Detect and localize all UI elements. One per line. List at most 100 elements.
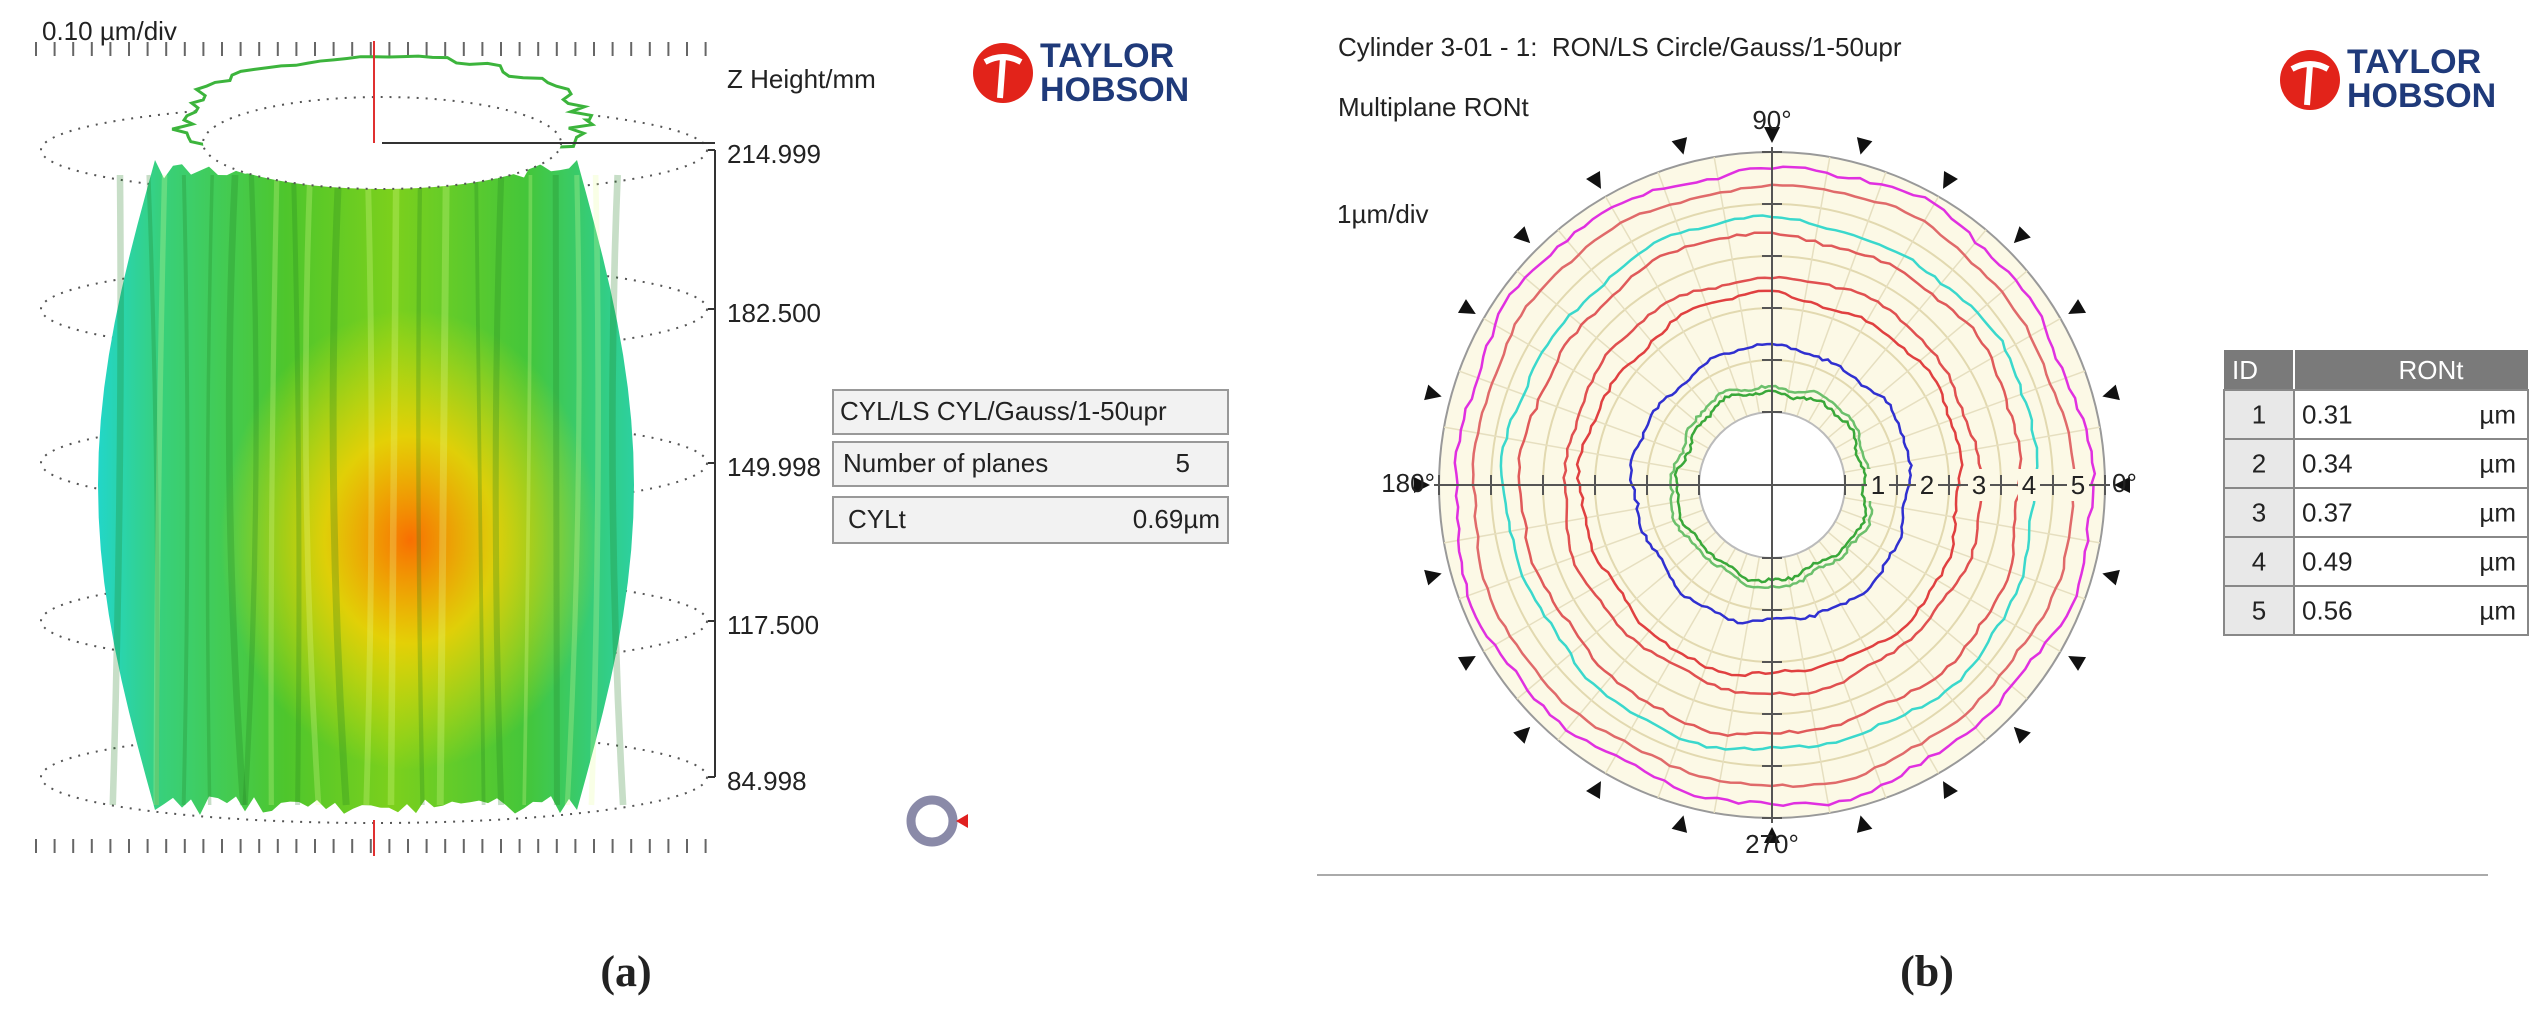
table-unit: µm (2479, 448, 2516, 478)
z-axis-labels: 214.999 182.500 149.998 117.500 84.998 (708, 139, 821, 796)
spoke (1843, 426, 2101, 474)
logo-text: TAYLOR (2347, 43, 2481, 81)
surface-stripe (564, 174, 582, 806)
table-value: 0.34 (2302, 448, 2353, 478)
cylinder-plot (35, 42, 708, 853)
spoke (1458, 370, 1704, 461)
table-id: 4 (2252, 546, 2266, 576)
table-unit: µm (2479, 497, 2516, 527)
angle-marker (2114, 477, 2130, 493)
angle-label: 0° (2112, 468, 2137, 498)
spoke (1783, 556, 1831, 814)
roundness-profile (1471, 183, 2077, 789)
info-cell (832, 496, 1229, 544)
roundness-profile (1575, 289, 1964, 678)
table-header-cell: ID (2232, 355, 2258, 385)
angle-marker (1513, 226, 1531, 244)
angle-marker (1943, 170, 1958, 189)
spoke (1443, 496, 1701, 544)
logo-glyph (983, 54, 1023, 99)
angle-marker (1856, 815, 1873, 833)
logo: TAYLOR HOBSON (2280, 43, 2496, 115)
angle-marker (2068, 656, 2087, 671)
table-id-cell (2223, 585, 2295, 636)
table-unit: µm (2479, 595, 2516, 625)
logo-text: TAYLOR (1040, 37, 1174, 75)
spoke (1657, 171, 1748, 417)
table-header (2224, 350, 2528, 390)
table-id: 5 (2252, 595, 2266, 625)
spoke (1657, 553, 1748, 799)
surface-stripe (363, 174, 375, 806)
spoke (1818, 540, 1987, 741)
angle-label: 270° (1745, 829, 1799, 859)
roundness-profile (1669, 384, 1874, 590)
angle-marker (1513, 726, 1531, 744)
logo-text: HOBSON (1040, 71, 1189, 109)
panel-title: Cylinder 3-01 - 1: RON/LS Circle/Gauss/1… (1338, 32, 1902, 62)
angle-marker (1671, 815, 1688, 833)
spoke (1483, 520, 1710, 653)
ring-label: 2 (1920, 470, 1934, 500)
angle-marker (1764, 127, 1780, 143)
z-label: 149.998 (727, 452, 821, 482)
left-panel: 0.10 µm/div TAYLOR HOBSON Z Height/mm 21… (35, 16, 1229, 996)
info-label: Number of planes (843, 448, 1048, 478)
ring-label: 4 (2022, 470, 2036, 500)
ring-label: 3 (1972, 470, 1986, 500)
table-value-cell (2293, 438, 2529, 489)
surface-stripe (474, 174, 486, 806)
angle-marker (1424, 384, 1442, 401)
surface-stripe (329, 174, 350, 806)
table-value: 0.49 (2302, 546, 2353, 576)
orientation-icon (906, 795, 968, 847)
surface-stripe (492, 174, 505, 806)
scale-label: 0.10 µm/div (42, 16, 177, 46)
table-value: 0.56 (2302, 595, 2353, 625)
table-value-cell (2293, 487, 2529, 538)
roundness-profile (1453, 165, 2097, 807)
spoke (1796, 171, 1887, 417)
surface-stripe (416, 174, 425, 806)
spoke (1516, 531, 1717, 700)
caption: (a) (600, 947, 651, 996)
table-value-cell (2293, 389, 2529, 440)
ring-label-bg (2018, 469, 2040, 501)
z-label: 117.500 (727, 610, 819, 640)
spoke (1834, 317, 2061, 450)
table-header-cell: RONt (2399, 355, 2465, 385)
spoke (1713, 556, 1761, 814)
ring-label: 1 (1871, 470, 1885, 500)
spoke (1827, 270, 2028, 439)
hot-spot (220, 310, 600, 770)
table-id-cell (2223, 438, 2295, 489)
roundness-profile (1517, 231, 2023, 737)
angle-marker (1586, 781, 1601, 800)
panel-subtitle: Multiplane RONt (1338, 92, 1530, 122)
spoke (1843, 496, 2101, 544)
arrow-icon (956, 814, 968, 828)
caption: (b) (1900, 947, 1954, 996)
ring-label-bg (1867, 469, 1889, 501)
surface-stripe (387, 174, 400, 806)
table-unit: µm (2479, 546, 2516, 576)
spoke (1713, 156, 1761, 414)
table-value-cell (2293, 536, 2529, 587)
ring-label-bg (1916, 469, 1938, 501)
roundness-profile (1562, 275, 1984, 697)
surface-stripe (291, 174, 302, 806)
spoke (1604, 547, 1737, 774)
info-value: 5 (1176, 448, 1190, 478)
table-unit: µm (2479, 399, 2516, 429)
z-axis-title: Z Height/mm (727, 64, 876, 94)
spoke (1840, 509, 2086, 600)
z-label: 84.998 (727, 766, 807, 796)
surface-stripe (146, 174, 160, 806)
result-table: ID RONt 1 0.31 µm 2 0.34 µm 3 0.37 µm 4 0.49 µm 5 0.56 µ… (2223, 350, 2529, 636)
info-label: CYLt (848, 504, 907, 534)
surface-stripe (552, 174, 560, 806)
scale-label: 1µm/div (1337, 199, 1429, 229)
table-id: 3 (2252, 497, 2266, 527)
angle-marker (1424, 569, 1442, 586)
spoke (1796, 553, 1887, 799)
